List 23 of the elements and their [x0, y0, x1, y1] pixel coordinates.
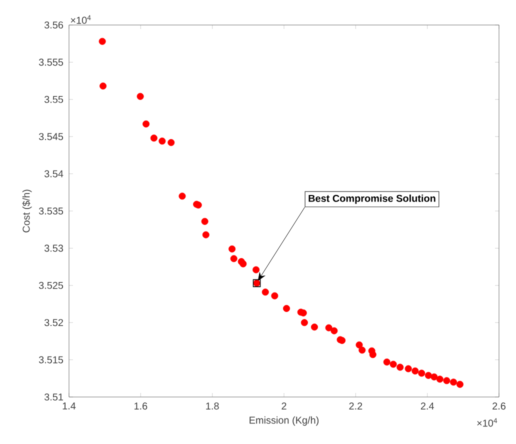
y-tick-label: 3.525	[38, 282, 64, 289]
x-tick-label: 1.6	[134, 402, 148, 410]
y-tick-label: 3.535	[38, 207, 64, 215]
y-tick-label: 3.52	[44, 319, 63, 326]
y-tick-label: 3.545	[38, 133, 64, 140]
x-tick-label: 1.8	[206, 402, 219, 410]
annotation: Best Compromise Solution	[308, 194, 436, 204]
text: ×10$^{4}$	[70, 15, 91, 24]
y-tick-label: 3.53	[44, 244, 64, 252]
y-tick-label: 3.56	[44, 21, 64, 29]
y-tick-label: 3.555	[38, 58, 64, 66]
y-tick-label: 3.54	[44, 170, 64, 178]
x-tick-label: 2.6	[492, 402, 506, 410]
x-tick-label: 2.2	[349, 402, 362, 410]
x-tick-label: 2.4	[420, 402, 434, 410]
x-tick-label: 2	[282, 402, 286, 410]
x-tick-label: 1.4	[62, 402, 76, 410]
y-tick-label: 3.515	[38, 356, 64, 364]
y-axis-title: Cost ($/h)	[22, 190, 32, 232]
x-axis-title: Emission (Kg/h)	[250, 416, 319, 426]
y-tick-label: 3.51	[44, 393, 63, 401]
y-tick-label: 3.55	[44, 96, 64, 103]
text: ×10$^{4}$	[477, 418, 498, 427]
